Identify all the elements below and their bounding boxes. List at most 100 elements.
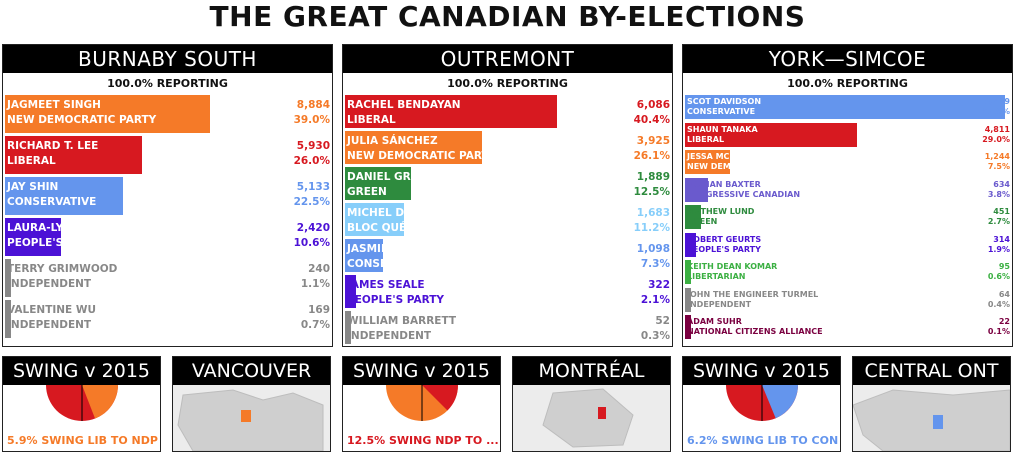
- vote-bar: [5, 259, 11, 297]
- candidate-row: JAY SHIN CONSERVATIVE 5,133 22.5%: [3, 177, 332, 218]
- candidate-percent: 2.7%: [987, 217, 1010, 226]
- candidate-percent: 29.0%: [982, 134, 1010, 144]
- candidate-votes: 169: [308, 304, 330, 316]
- candidate-votes: 451: [993, 207, 1010, 216]
- candidate-row: JULIA SÁNCHEZ NEW DEMOCRATIC PARTY 3,925 26…: [343, 131, 672, 167]
- candidate-name: LAURA-LYNN THOMPSON: [7, 222, 153, 234]
- candidate-votes: 322: [648, 279, 670, 291]
- map-svg: [177, 389, 324, 451]
- map-land: [853, 389, 1010, 451]
- candidate-row: DANIEL GREEN GREEN 1,889 12.5%: [343, 167, 672, 203]
- candidate-party: LIBERAL: [687, 134, 725, 144]
- candidate-name: ROBERT GEURTS: [687, 234, 762, 244]
- candidate-row: JASMINE LOURAS CONSERVATIVE 1,098 7.3%: [343, 239, 672, 275]
- candidate-percent: 11.2%: [633, 222, 670, 234]
- riding-highlight: [598, 407, 606, 419]
- candidate-votes: 5,930: [296, 140, 330, 152]
- candidate-votes: 1,683: [636, 207, 670, 219]
- map-image: [173, 385, 330, 451]
- map-header: VANCOUVER: [173, 357, 330, 385]
- reporting-status: 100.0% REPORTING: [447, 77, 568, 90]
- reporting-status: 100.0% REPORTING: [787, 77, 908, 90]
- map-image: [853, 385, 1010, 451]
- candidate-row: SHAUN TANAKA LIBERAL 4,811 29.0%: [683, 122, 1012, 151]
- vote-bar: [685, 177, 708, 202]
- swing-to-area: [422, 385, 458, 411]
- candidate-name: MICHEL DUCHESNE: [347, 207, 460, 219]
- vote-bar: [5, 136, 142, 174]
- candidate-name: MATHEW LUND: [687, 207, 755, 216]
- candidate-row: JOHN THE ENGINEER TURMEL INDEPENDENT 64 0.4…: [683, 287, 1012, 316]
- swing-box: SWING v 2015 6.2% SWING LIB TO CON: [682, 356, 841, 452]
- vote-bar: [685, 122, 858, 147]
- swing-semicircle: [726, 385, 798, 421]
- riding-panel: BURNABY SOUTH 100.0% REPORTING JAGMEET SIN…: [2, 44, 333, 347]
- candidate-percent: 2.1%: [640, 294, 670, 306]
- swing-summary: 12.5% SWING NDP TO ...: [347, 434, 499, 447]
- candidate-row: DORIAN BAXTER PROGRESSIVE CANADIAN 634 3.8%: [683, 177, 1012, 206]
- candidate-name: JASMINE LOURAS: [347, 243, 449, 255]
- candidate-party: INDEPENDENT: [687, 299, 752, 309]
- vote-bar: [685, 205, 702, 229]
- candidate-name: JAGMEET SINGH: [7, 99, 101, 111]
- swing-header: SWING v 2015: [3, 357, 160, 385]
- candidate-row: ADAM SUHR NATIONAL CITIZENS ALLIANCE 22 0.1…: [683, 315, 1012, 343]
- swing-to-area: [762, 385, 798, 419]
- vote-bar: [345, 311, 351, 344]
- map-header: MONTRÉAL: [513, 357, 670, 385]
- candidate-party: CONSERVATIVE: [347, 258, 437, 270]
- vote-bar: [685, 315, 691, 339]
- vote-bar: [345, 131, 483, 164]
- candidate-name: JESSA MCLEAN: [687, 152, 753, 161]
- candidate-percent: 22.5%: [293, 196, 330, 208]
- swing-to-area: [82, 385, 118, 419]
- vote-bar: [685, 95, 1006, 119]
- candidate-percent: 1.9%: [987, 244, 1010, 254]
- candidate-percent: 40.4%: [633, 114, 670, 126]
- riding-highlight: [241, 410, 251, 422]
- candidate-percent: 7.3%: [640, 258, 670, 270]
- candidate-votes: 4,811: [984, 124, 1010, 134]
- map-svg: [853, 389, 1010, 451]
- vote-bar: [685, 260, 691, 284]
- candidate-percent: 39.0%: [293, 114, 330, 126]
- swing-box: SWING v 2015 5.9% SWING LIB TO NDP: [2, 356, 161, 452]
- candidate-votes: 22: [998, 317, 1010, 326]
- map-land: [542, 388, 634, 448]
- candidate-row: MATHEW LUND GREEN 451 2.7%: [683, 205, 1012, 233]
- riding-name: BURNABY SOUTH: [3, 45, 332, 73]
- candidate-row: ROBERT GEURTS PEOPLE'S PARTY 314 1.9%: [683, 232, 1012, 261]
- candidate-name: DANIEL GREEN: [347, 171, 434, 183]
- riding-highlight: [933, 415, 943, 429]
- candidate-party: NEW DEMOCRATIC PARTY: [687, 162, 801, 171]
- vote-bar: [5, 177, 124, 215]
- vote-bar: [345, 275, 357, 308]
- candidate-party: NEW DEMOCRATIC PARTY: [7, 114, 157, 126]
- candidate-party: PEOPLE'S PARTY: [7, 237, 105, 249]
- candidate-party: LIBERAL: [7, 155, 56, 167]
- candidate-party: LIBERAL: [347, 114, 396, 126]
- candidate-name: ADAM SUHR: [687, 317, 742, 326]
- swing-box: SWING v 2015 12.5% SWING NDP TO ...: [342, 356, 501, 452]
- candidate-row: LAURA-LYNN THOMPSON PEOPLE'S PARTY 2,420 10…: [3, 218, 332, 259]
- vote-bar: [685, 287, 691, 312]
- candidate-votes: 1,244: [984, 152, 1010, 161]
- candidate-party: GREEN: [347, 186, 387, 198]
- map-header: CENTRAL ONT: [853, 357, 1010, 385]
- candidate-percent: 26.1%: [633, 150, 670, 162]
- candidate-party: INDEPENDENT: [7, 319, 92, 331]
- candidate-row: JESSA MCLEAN NEW DEMOCRATIC PARTY 1,244 7.5…: [683, 150, 1012, 178]
- candidate-row: WILLIAM BARRETT INDEPENDENT 52 0.3%: [343, 311, 672, 346]
- candidate-row: TERRY GRIMWOOD INDEPENDENT 240 1.1%: [3, 259, 332, 300]
- candidate-party: CONSERVATIVE: [687, 107, 756, 116]
- map-svg: [542, 388, 634, 448]
- candidate-row: RACHEL BENDAYAN LIBERAL 6,086 40.4%: [343, 95, 672, 131]
- candidate-votes: 6,086: [636, 99, 670, 111]
- candidate-name: JAMES SEALE: [347, 279, 425, 291]
- candidate-name: KEITH DEAN KOMAR: [687, 262, 778, 271]
- candidate-percent: 7.5%: [987, 162, 1010, 171]
- vote-bar: [345, 203, 404, 236]
- candidate-percent: 10.6%: [293, 237, 330, 249]
- candidate-row: VALENTINE WU INDEPENDENT 169 0.7%: [3, 300, 332, 341]
- candidate-votes: 314: [993, 234, 1010, 244]
